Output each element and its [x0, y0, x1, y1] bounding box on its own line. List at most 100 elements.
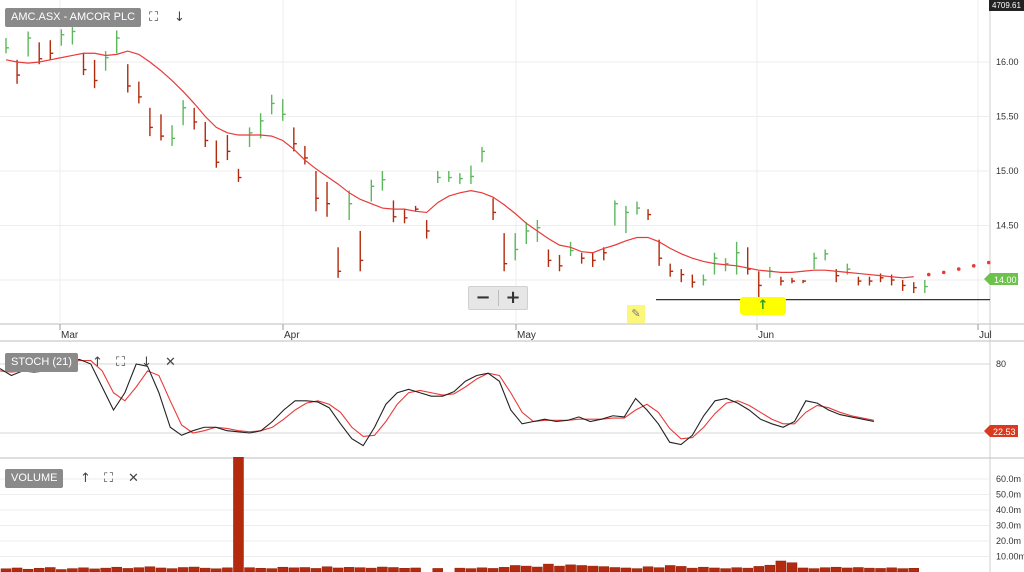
- volume-bar: [698, 566, 709, 572]
- volume-bar: [543, 563, 554, 572]
- volume-bar: [399, 568, 410, 572]
- volume-bar: [498, 567, 510, 572]
- volume-bar: [819, 567, 831, 572]
- volume-bar: [720, 568, 731, 572]
- expand-icon[interactable]: ⛶: [149, 10, 159, 25]
- price-tick-label: 16.00: [996, 57, 1019, 67]
- volume-bar: [144, 566, 156, 572]
- volume-bar: [332, 567, 344, 572]
- close-icon[interactable]: ✕: [128, 471, 139, 486]
- volume-bar: [664, 565, 676, 572]
- volume-bar: [56, 569, 67, 572]
- volume-bar: [177, 567, 189, 572]
- volume-bar: [521, 565, 532, 572]
- volume-bar: [465, 568, 477, 572]
- volume-bar: [831, 566, 842, 572]
- volume-bar: [587, 565, 598, 572]
- volume-tick-label: 60.0m: [996, 474, 1021, 484]
- volume-bar: [377, 566, 388, 572]
- date-tick-label: Jul: [979, 330, 992, 341]
- close-icon[interactable]: ✕: [165, 355, 176, 370]
- volume-bar: [100, 567, 111, 572]
- volume-bar: [853, 567, 864, 572]
- volume-bar: [310, 568, 322, 572]
- volume-bar: [576, 565, 587, 572]
- volume-bar: [532, 566, 543, 572]
- volume-bar: [45, 567, 56, 572]
- volume-bar: [620, 567, 632, 572]
- zoom-out-button[interactable]: −: [475, 287, 491, 308]
- up-arrow-icon[interactable]: ↑: [80, 471, 91, 486]
- volume-bar: [122, 568, 134, 572]
- volume-bar: [676, 566, 687, 572]
- stoch-k-line: [0, 358, 875, 447]
- volume-bar: [842, 567, 853, 572]
- volume-bar: [731, 567, 742, 572]
- volume-bar: [366, 567, 377, 572]
- volume-bar: [753, 566, 765, 572]
- volume-bar: [78, 567, 89, 572]
- volume-bar: [11, 567, 23, 572]
- volume-bar: [653, 567, 665, 572]
- zoom-in-button[interactable]: +: [505, 287, 521, 308]
- zoom-controls: − +: [468, 286, 528, 310]
- volume-bar: [554, 565, 565, 572]
- volume-bar: [343, 567, 355, 572]
- volume-bar: [266, 568, 277, 572]
- volume-bar: [509, 565, 521, 572]
- volume-bar: [33, 568, 45, 572]
- volume-bar: [200, 567, 211, 572]
- expand-icon[interactable]: ⛶: [116, 355, 126, 370]
- volume-bar: [875, 568, 886, 572]
- up-arrow-icon[interactable]: ↑: [92, 355, 103, 370]
- volume-bar: [598, 566, 610, 572]
- up-arrow-marker[interactable]: ↑: [740, 297, 786, 315]
- stoch-tick-label: 80: [996, 359, 1006, 369]
- volume-bar: [864, 567, 875, 572]
- volume-bar: [111, 566, 122, 572]
- volume-bar: [808, 568, 820, 572]
- volume-bar: [687, 567, 698, 572]
- volume-bar: [321, 566, 333, 572]
- volume-bar: [233, 457, 244, 572]
- pencil-icon[interactable]: ✎: [627, 305, 645, 323]
- price-tick-label: 14.50: [996, 221, 1019, 231]
- volume-bar: [797, 567, 809, 572]
- volume-tick-label: 20.0m: [996, 536, 1021, 546]
- volume-bar: [709, 567, 720, 572]
- volume-panel-title: VOLUME: [5, 469, 64, 488]
- volume-bar: [22, 568, 34, 572]
- down-arrow-icon[interactable]: ↓: [174, 10, 185, 25]
- volume-bar: [476, 567, 488, 572]
- price-tick-label: 15.50: [996, 112, 1019, 122]
- volume-tick-label: 40.0m: [996, 505, 1021, 515]
- volume-bar: [255, 568, 266, 572]
- date-tick-label: Jun: [758, 330, 774, 341]
- volume-bar: [155, 567, 167, 572]
- moving-average-line: [5, 50, 914, 279]
- volume-bar: [908, 568, 919, 572]
- volume-bar: [410, 567, 421, 572]
- volume-bar: [188, 566, 200, 572]
- zoom-divider: [498, 290, 499, 306]
- price-tick-label: 15.00: [996, 166, 1019, 176]
- expand-icon[interactable]: ⛶: [104, 471, 114, 486]
- volume-bar: [609, 567, 621, 572]
- volume-bar: [897, 568, 908, 572]
- date-tick-label: Mar: [61, 330, 79, 341]
- ma-projection-dot: [956, 267, 961, 271]
- volume-tick-label: 30.0m: [996, 521, 1021, 531]
- volume-bar: [288, 567, 300, 572]
- volume-bar: [89, 568, 100, 572]
- volume-bar: [487, 568, 499, 572]
- ma-projection-dot: [971, 264, 976, 268]
- volume-bar: [775, 560, 787, 572]
- volume-bar: [277, 566, 288, 572]
- volume-bar: [222, 567, 233, 572]
- date-tick-label: May: [517, 330, 536, 341]
- stoch-d-line: [0, 359, 875, 440]
- down-arrow-icon[interactable]: ↓: [141, 355, 152, 370]
- last-price-badge: [984, 273, 1018, 285]
- volume-bar: [133, 567, 145, 572]
